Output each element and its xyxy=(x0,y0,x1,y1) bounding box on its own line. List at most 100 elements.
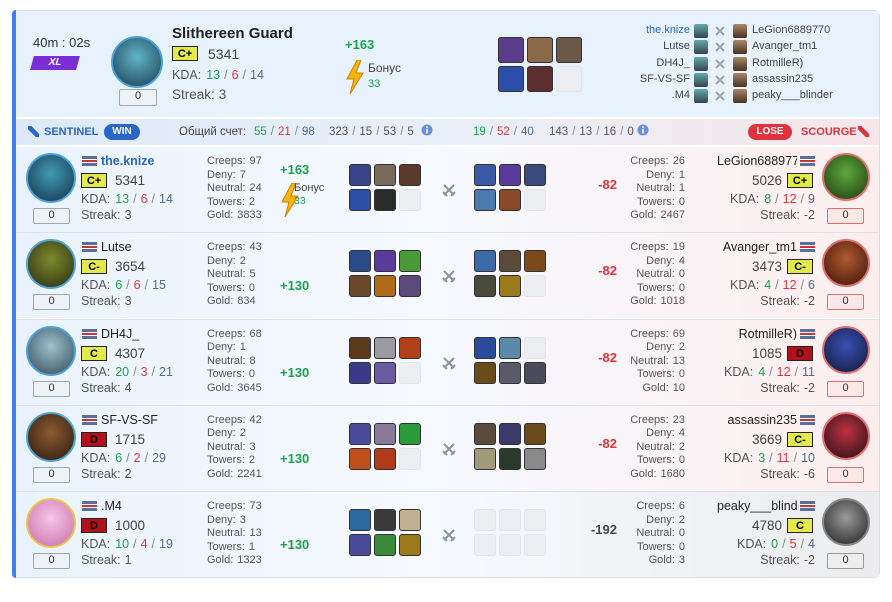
score-box: 0 xyxy=(827,380,864,397)
stat: Towers: 0 xyxy=(207,282,255,294)
item-icon xyxy=(349,336,371,359)
separator: / xyxy=(151,537,156,552)
stat-value: 23 xyxy=(672,413,685,426)
player-name: Lutse xyxy=(663,40,690,53)
rank-badge: D xyxy=(81,518,107,534)
stat-label: Neutral: xyxy=(207,354,246,367)
stat: Gold: 1680 xyxy=(630,467,685,480)
item-slot xyxy=(524,336,546,359)
kda-value: 12 xyxy=(782,192,797,206)
stat-label: Gold: xyxy=(630,295,657,308)
kda-line: KDA: 13/6/14 xyxy=(172,69,264,82)
kda-line: KDA: 6/2/29 xyxy=(81,452,166,465)
delta: +163 xyxy=(345,37,375,52)
stat: Gold: 10 xyxy=(642,382,685,394)
player-name: RotmilleR) xyxy=(738,327,797,341)
stat: Creeps: 43 xyxy=(207,242,262,253)
mini-hero xyxy=(694,89,708,104)
item-icon xyxy=(499,336,521,359)
kda-line: KDA: 4/12/11 xyxy=(724,364,815,379)
stat: Gold: 1323 xyxy=(207,555,262,566)
stat-value: 2 xyxy=(248,454,256,467)
stat-label: Neutral: xyxy=(636,182,675,194)
player-name: Lutse xyxy=(101,240,132,255)
stat-value: 26 xyxy=(672,155,685,167)
stat-label: Streak: xyxy=(760,208,800,222)
stat-value: 8 xyxy=(249,354,256,367)
kda-value: 12 xyxy=(782,278,797,293)
player-name: SF-VS-SF xyxy=(639,72,690,85)
kda-value: 10 xyxy=(801,450,815,465)
item-icon xyxy=(349,361,371,384)
kda-value: 2 xyxy=(133,450,141,465)
separator: / xyxy=(126,450,130,465)
stat: Gold: 2467 xyxy=(630,210,685,221)
stat: Deny: 2 xyxy=(207,428,246,439)
stat-value: -6 xyxy=(803,466,815,481)
stat: Deny: 1 xyxy=(646,169,685,181)
hero-avatar xyxy=(822,239,870,288)
stat: Neutral: 13 xyxy=(630,355,685,367)
stat: Creeps: 26 xyxy=(630,156,685,167)
rating: 1715 xyxy=(115,431,146,447)
kda-label: KDA: xyxy=(730,278,760,293)
kda-value: 0 xyxy=(771,537,779,552)
stat-label: Towers: xyxy=(636,368,675,381)
stat-label: Creeps: xyxy=(630,241,669,254)
item-icon xyxy=(474,164,496,186)
hero-avatar xyxy=(822,411,870,460)
item-slot xyxy=(474,534,496,557)
kda-label: KDA: xyxy=(81,450,111,465)
flag-icon xyxy=(800,328,815,339)
bonus-label: Бонус xyxy=(368,61,402,75)
rating: 4780 xyxy=(751,518,782,534)
kda-value: 12 xyxy=(776,364,791,379)
rank-badge: D xyxy=(787,345,813,361)
kda-line: KDA: 6/6/15 xyxy=(81,279,166,292)
rating: 3669 xyxy=(751,431,782,447)
item-icon xyxy=(499,447,521,470)
hero-avatar xyxy=(26,239,76,290)
item-icon xyxy=(527,66,553,92)
item-icon xyxy=(399,534,421,557)
mini-hero xyxy=(694,72,708,87)
stat-label: Neutral: xyxy=(207,527,246,540)
stat: Towers: 0 xyxy=(637,369,685,380)
stat-value: 2 xyxy=(239,427,246,440)
stat: Gold: 3 xyxy=(649,555,685,566)
stat-value: 1 xyxy=(124,553,132,568)
flag-icon xyxy=(800,414,815,425)
item-icon xyxy=(374,336,396,359)
delta: +130 xyxy=(280,537,310,553)
player-name: the.knize xyxy=(101,154,155,168)
stat-label: Towers: xyxy=(636,540,675,553)
result: LOSE xyxy=(748,124,792,140)
game-mode: XL xyxy=(30,56,80,70)
value: 143 xyxy=(549,126,569,138)
item-icon xyxy=(474,361,496,384)
player-name: DH4J_ xyxy=(101,326,140,341)
stat-value: 3 xyxy=(678,554,685,567)
stat: Deny: 3 xyxy=(207,514,246,526)
separator: / xyxy=(133,364,137,379)
stat-value: 4 xyxy=(678,254,685,267)
stat-label: Deny: xyxy=(207,168,236,181)
stat: Neutral: 5 xyxy=(207,269,256,280)
flag-icon xyxy=(82,328,97,339)
value: 98 xyxy=(302,126,315,138)
item-icon xyxy=(374,164,396,186)
item-icon xyxy=(374,422,396,445)
stat-value: 5 xyxy=(249,268,256,281)
kda-label: KDA: xyxy=(736,537,767,552)
team-creeps: 323/15/53/5 xyxy=(329,126,414,139)
separator: / xyxy=(800,278,805,293)
stat-label: Towers: xyxy=(207,195,245,208)
value: 5 xyxy=(407,126,414,138)
delta: -82 xyxy=(598,349,617,365)
stat-label: Streak: xyxy=(81,208,121,222)
mini-hero xyxy=(694,24,708,38)
item-icon xyxy=(499,189,521,211)
item-icon xyxy=(399,509,421,532)
stat-value: 1680 xyxy=(660,467,685,480)
kda-value: 3 xyxy=(758,450,766,465)
